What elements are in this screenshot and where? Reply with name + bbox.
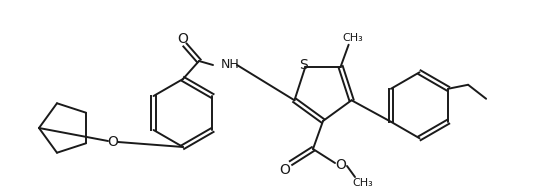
Text: O: O [335,158,347,172]
Text: CH₃: CH₃ [342,33,363,43]
Text: O: O [279,163,291,177]
Text: CH₃: CH₃ [353,178,374,188]
Text: O: O [108,135,118,149]
Text: O: O [178,32,188,46]
Text: S: S [299,58,308,72]
Text: NH: NH [221,58,240,72]
